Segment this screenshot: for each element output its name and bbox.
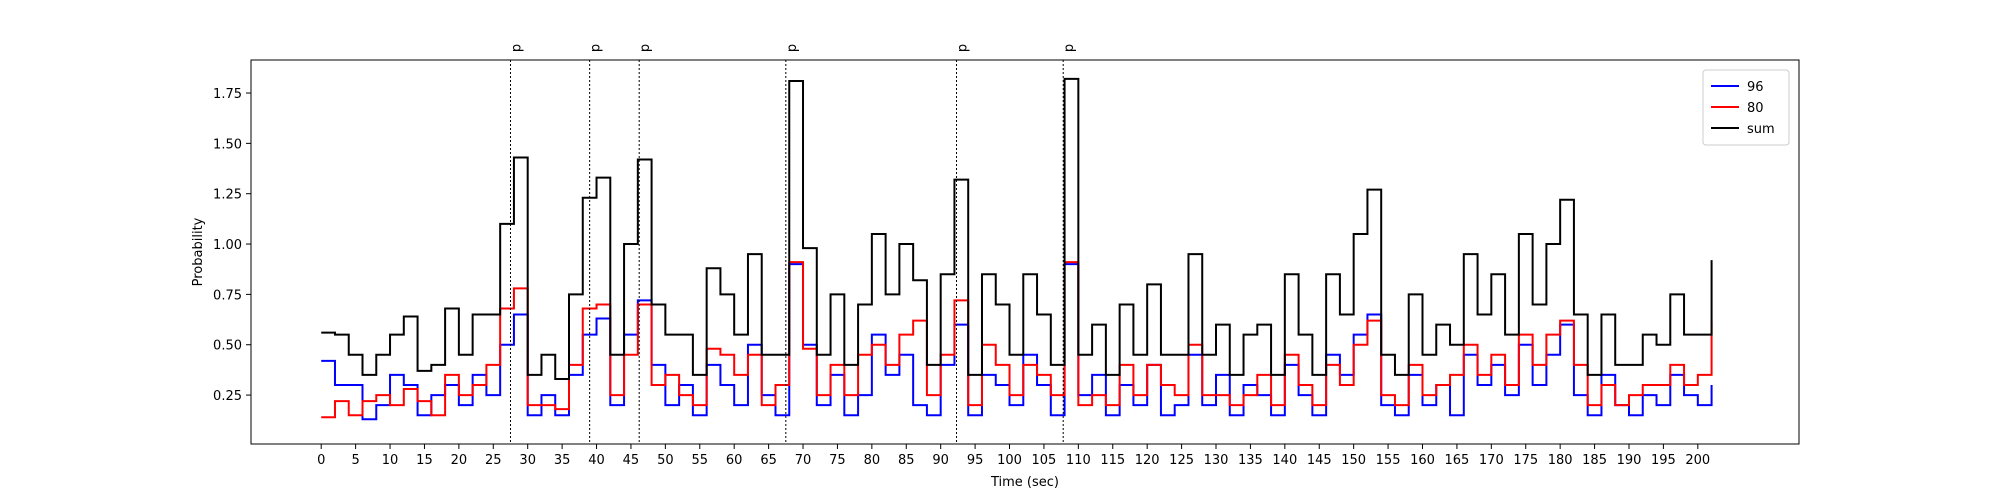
x-tick-label: 25 — [485, 453, 502, 468]
x-tick-label: 20 — [451, 453, 468, 468]
x-tick-label: 85 — [898, 453, 915, 468]
x-tick-label: 140 — [1272, 453, 1297, 468]
x-tick-label: 30 — [519, 453, 536, 468]
y-tick-label: 1.75 — [213, 87, 242, 102]
x-tick-label: 5 — [351, 453, 359, 468]
x-tick-label: 185 — [1582, 453, 1607, 468]
x-tick-label: 35 — [554, 453, 571, 468]
x-tick-label: 75 — [829, 453, 846, 468]
y-tick-label: 1.50 — [213, 137, 242, 152]
x-tick-label: 110 — [1066, 453, 1091, 468]
x-tick-label: 180 — [1548, 453, 1573, 468]
series-line — [321, 77, 1713, 380]
plot-frame — [250, 59, 1800, 445]
x-tick-label: 80 — [864, 453, 881, 468]
series-line — [321, 261, 1713, 419]
y-tick-label: 0.25 — [213, 389, 242, 404]
y-tick-label: 1.25 — [213, 188, 242, 203]
y-tick-label: 1.00 — [213, 238, 242, 253]
x-tick-label: 100 — [997, 453, 1022, 468]
y-tick-label: 0.75 — [213, 288, 242, 303]
annotation-label: p — [589, 44, 604, 52]
x-tick-label: 170 — [1479, 453, 1504, 468]
legend-label: 80 — [1747, 101, 1764, 116]
x-tick-label: 160 — [1410, 453, 1435, 468]
legend-label: 96 — [1747, 80, 1764, 95]
x-tick-label: 130 — [1204, 453, 1229, 468]
x-tick-label: 200 — [1685, 453, 1710, 468]
x-tick-label: 195 — [1651, 453, 1676, 468]
legend-box — [1702, 69, 1790, 146]
x-tick-label: 190 — [1617, 453, 1642, 468]
x-tick-label: 65 — [760, 453, 777, 468]
x-tick-label: 70 — [795, 453, 812, 468]
annotation-label: p — [509, 44, 524, 52]
x-tick-label: 0 — [317, 453, 325, 468]
x-tick-label: 125 — [1169, 453, 1194, 468]
x-tick-label: 95 — [967, 453, 984, 468]
x-tick-label: 155 — [1376, 453, 1401, 468]
legend-label: sum — [1747, 122, 1775, 137]
y-axis-label: Probability — [191, 217, 206, 286]
x-tick-label: 115 — [1100, 453, 1125, 468]
x-tick-label: 10 — [382, 453, 399, 468]
x-tick-label: 60 — [726, 453, 743, 468]
x-tick-label: 165 — [1444, 453, 1469, 468]
x-axis-label: Time (sec) — [990, 475, 1059, 490]
y-tick-label: 0.50 — [213, 339, 242, 354]
x-tick-label: 105 — [1032, 453, 1057, 468]
x-tick-label: 150 — [1341, 453, 1366, 468]
x-tick-label: 175 — [1513, 453, 1538, 468]
x-tick-label: 55 — [692, 453, 709, 468]
x-tick-label: 40 — [588, 453, 605, 468]
annotation-label: p — [785, 44, 800, 52]
annotation-label: p — [1062, 44, 1077, 52]
x-tick-label: 45 — [623, 453, 640, 468]
x-tick-label: 90 — [932, 453, 949, 468]
x-tick-label: 120 — [1135, 453, 1160, 468]
x-tick-label: 50 — [657, 453, 674, 468]
annotation-label: p — [638, 44, 653, 52]
annotation-label: p — [956, 44, 971, 52]
x-tick-label: 135 — [1238, 453, 1263, 468]
x-tick-label: 145 — [1307, 453, 1332, 468]
x-tick-label: 15 — [416, 453, 433, 468]
